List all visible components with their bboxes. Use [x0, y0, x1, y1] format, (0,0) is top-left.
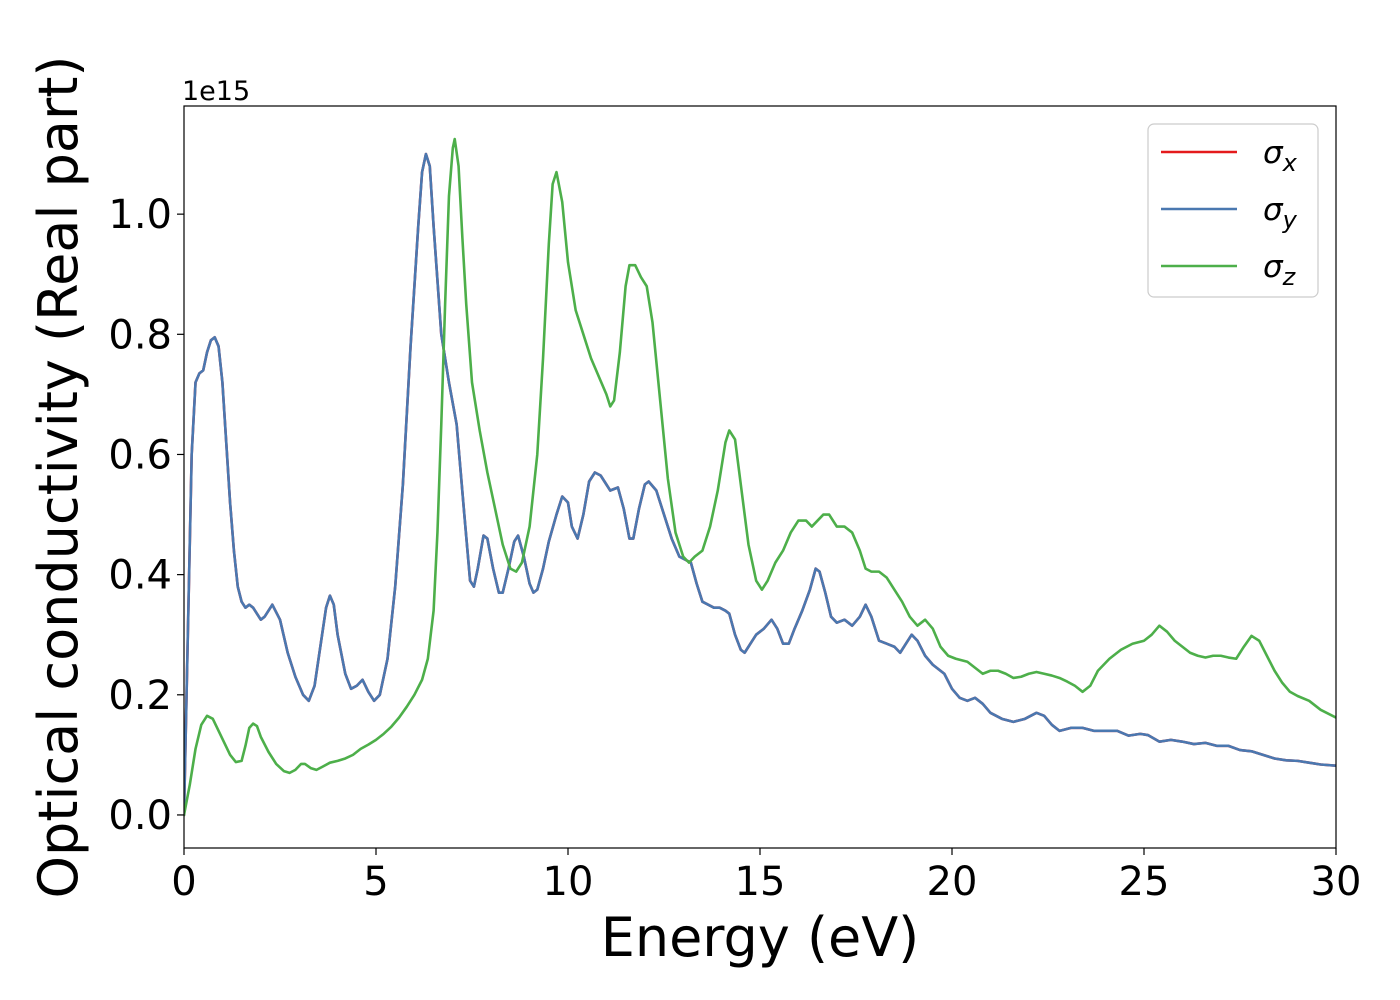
legend-label-subscript: y — [1282, 206, 1298, 234]
legend-frame — [1147, 123, 1319, 298]
x-tick-label: 10 — [543, 859, 594, 905]
y-tick-label: 0.4 — [108, 553, 172, 599]
legend-label-subscript: z — [1282, 263, 1297, 291]
x-axis-title: Energy (eV) — [601, 906, 920, 969]
plot-area — [183, 105, 1337, 849]
x-tick-label: 20 — [927, 859, 978, 905]
series-layer — [184, 137, 1336, 817]
y-tick-label: 0.2 — [108, 673, 172, 719]
y-tick-label: 1.0 — [108, 192, 172, 238]
legend-label-symbol: σ — [1263, 249, 1284, 285]
x-tick-label: 30 — [1311, 859, 1362, 905]
y-tick-label: 0.6 — [108, 432, 172, 478]
y-axis: 0.0 0.2 0.4 0.6 0.8 1.0 — [108, 192, 184, 839]
legend-label-symbol: σ — [1263, 135, 1284, 171]
x-axis: 0 5 10 15 20 25 30 — [171, 848, 1361, 905]
x-tick-label: 25 — [1119, 859, 1170, 905]
plot-background — [184, 106, 1336, 848]
series-line-sigma-z — [184, 137, 1336, 817]
legend-label-subscript: x — [1282, 149, 1298, 177]
x-tick-label: 0 — [171, 859, 196, 905]
legend-label-sigma-y: σy — [1263, 192, 1298, 234]
x-tick-label: 15 — [735, 859, 786, 905]
y-offset-text: 1e15 — [182, 76, 250, 107]
legend-label-sigma-z: σz — [1263, 249, 1297, 291]
y-tick-label: 0.8 — [108, 312, 172, 358]
x-tick-label: 5 — [363, 859, 388, 905]
y-tick-label: 0.0 — [108, 793, 172, 839]
legend-label-sigma-x: σx — [1263, 135, 1298, 177]
series-line-sigma-y — [184, 152, 1336, 817]
y-axis-title: Optical conductivity (Real part) — [27, 56, 90, 899]
legend-label-symbol: σ — [1263, 192, 1284, 228]
